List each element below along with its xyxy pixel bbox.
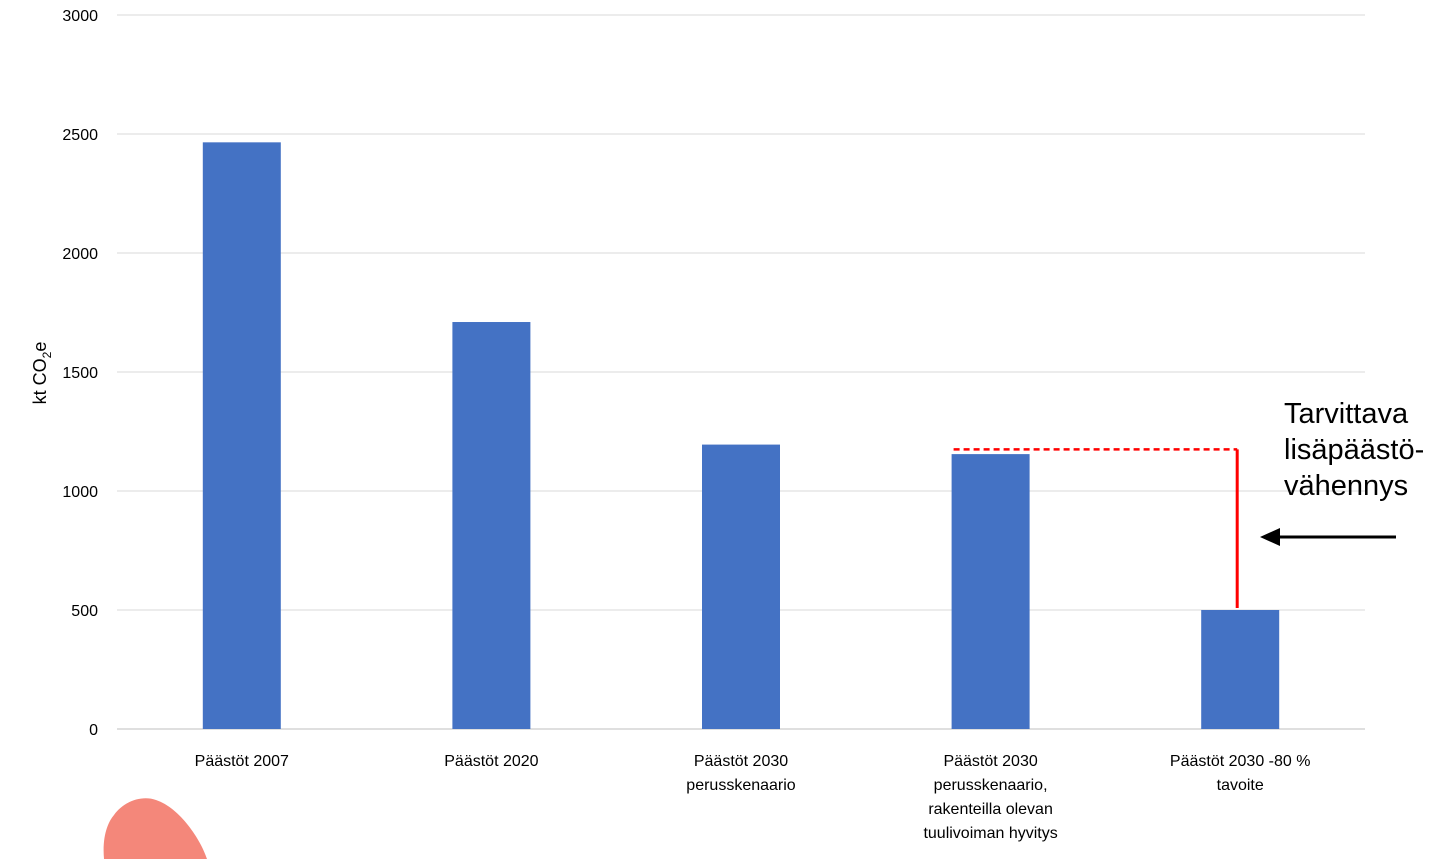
annotation-text-line: vähennys: [1284, 470, 1408, 502]
arrow-icon: [1260, 528, 1280, 546]
y-tick-label: 2000: [62, 246, 98, 263]
annotation-text-line: lisäpäästö-: [1284, 434, 1424, 466]
annotation-text: Tarvittava lisäpäästö-vähennys: [1284, 398, 1424, 502]
y-axis-title-subscript: 2: [40, 351, 54, 358]
x-tick-label-line: perusskenaario,: [934, 777, 1048, 794]
y-axis-title-suffix: e: [30, 342, 50, 352]
x-tick-label-line: perusskenaario: [686, 777, 796, 794]
y-tick-label: 0: [89, 722, 98, 739]
bar: [951, 454, 1030, 729]
x-tick-label: Päästöt 2007: [195, 753, 289, 770]
annotation-text-line: Tarvittava: [1284, 398, 1409, 430]
x-tick-label-line: tuulivoiman hyvitys: [923, 825, 1057, 842]
reduction-annotation: Tarvittava lisäpäästö-vähennys: [953, 398, 1424, 608]
x-tick-label: Päästöt 2030 perusskenaario: [686, 753, 796, 794]
y-tick-label: 2500: [62, 127, 98, 144]
bar: [202, 142, 281, 729]
y-tick-label: 1500: [62, 365, 98, 382]
x-tick-label-line: Päästöt 2030: [694, 753, 788, 770]
x-tick-label-line: Päästöt 2007: [195, 753, 289, 770]
y-axis-title-main: kt CO: [30, 358, 50, 404]
x-tick-label-line: Päästöt 2030 -80 %: [1170, 753, 1311, 770]
bars: [202, 142, 1280, 729]
x-tick-label: Päästöt 2020: [444, 753, 538, 770]
x-tick-label-line: Päästöt 2020: [444, 753, 538, 770]
y-tick-label: 3000: [62, 8, 98, 25]
x-tick-label: Päästöt 2030 -80 % tavoite: [1170, 753, 1311, 794]
x-tick-label-line: tavoite: [1217, 777, 1264, 794]
bar: [702, 444, 780, 729]
bar: [452, 322, 531, 729]
x-tick-label-line: Päästöt 2030: [943, 753, 1037, 770]
y-axis-title: kt CO2e: [30, 342, 54, 405]
y-axis-ticks: 0 500 1000 1500 2000 2500 3000: [62, 8, 98, 739]
y-tick-label: 500: [71, 603, 98, 620]
x-tick-label-line: rakenteilla olevan: [928, 801, 1053, 818]
x-tick-label: Päästöt 2030 perusskenaario, rakenteilla o…: [923, 753, 1057, 842]
x-axis-labels: Päästöt 2007 Päästöt 2020 Päästöt 2030 peru…: [195, 753, 1311, 842]
y-tick-label: 1000: [62, 484, 98, 501]
bar: [1201, 610, 1280, 729]
decorative-shape: [103, 798, 207, 859]
